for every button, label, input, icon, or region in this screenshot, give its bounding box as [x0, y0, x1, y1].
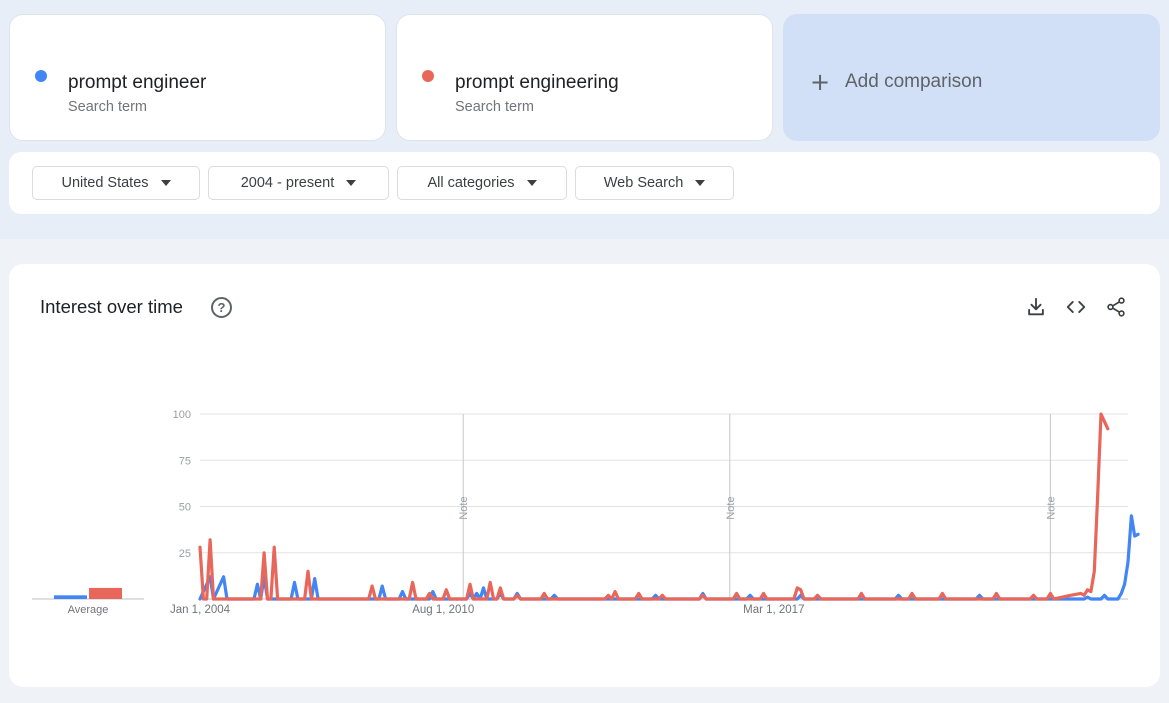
embed-code-icon[interactable] — [1065, 296, 1087, 318]
chart-grid — [200, 413, 1128, 600]
y-tick-label: 50 — [179, 502, 191, 514]
average-bars — [32, 587, 144, 600]
search-property-value: Web Search — [603, 175, 684, 191]
search-term-type: Search term — [68, 99, 147, 115]
region-dropdown[interactable]: United States — [32, 166, 200, 200]
time-range-value: 2004 - present — [240, 175, 335, 191]
note-label: Note — [1045, 496, 1057, 519]
x-tick-label: Aug 1, 2010 — [412, 604, 474, 616]
series-line — [198, 514, 1140, 601]
chart-labels: 25 50 75 100 Note Note Note Jan 1, 2004 Aug 1, 2… — [68, 409, 1058, 616]
add-comparison-button[interactable]: + Add comparison — [783, 14, 1160, 141]
average-bar — [89, 587, 122, 599]
interest-over-time-title: Interest over time — [40, 296, 183, 317]
series-color-dot-icon — [422, 70, 434, 82]
y-tick-label: 25 — [179, 548, 191, 560]
download-icon[interactable] — [1025, 296, 1047, 318]
region-value: United States — [61, 175, 149, 191]
category-value: All categories — [427, 175, 515, 191]
search-property-dropdown[interactable]: Web Search — [575, 166, 734, 200]
search-term-card-1[interactable]: prompt engineer Search term — [9, 14, 386, 141]
search-term-type: Search term — [455, 99, 534, 115]
x-tick-label: Mar 1, 2017 — [743, 604, 804, 616]
interest-chart: 25 50 75 100 Note Note Note Jan 1, 2004 Aug 1, 2… — [32, 409, 1140, 616]
category-dropdown[interactable]: All categories — [397, 166, 567, 200]
caret-down-icon — [695, 180, 706, 186]
caret-down-icon — [526, 180, 537, 186]
x-tick-label: Jan 1, 2004 — [170, 604, 231, 616]
time-range-dropdown[interactable]: 2004 - present — [208, 166, 389, 200]
plus-icon: + — [810, 68, 831, 96]
caret-down-icon — [160, 180, 171, 186]
caret-down-icon — [346, 180, 357, 186]
average-label: Average — [68, 604, 109, 616]
average-bar — [54, 595, 87, 599]
help-icon[interactable]: ? — [211, 297, 232, 318]
y-tick-label: 100 — [173, 409, 191, 421]
filter-bar: United States 2004 - present All categor… — [9, 152, 1160, 214]
search-term-name[interactable]: prompt engineer — [68, 72, 207, 93]
search-term-card-2[interactable]: prompt engineering Search term — [396, 14, 773, 141]
add-comparison-label: Add comparison — [845, 71, 983, 92]
search-term-name[interactable]: prompt engineering — [455, 72, 619, 93]
series-color-dot-icon — [35, 70, 47, 82]
note-label: Note — [458, 496, 470, 519]
chart-lines — [198, 412, 1140, 601]
y-tick-label: 75 — [179, 455, 191, 467]
interest-over-time-card: Interest over time ? 25 50 75 100 Note Note No… — [9, 264, 1160, 687]
share-icon[interactable] — [1105, 296, 1127, 318]
note-label: Note — [725, 496, 737, 519]
series-line — [198, 412, 1110, 601]
